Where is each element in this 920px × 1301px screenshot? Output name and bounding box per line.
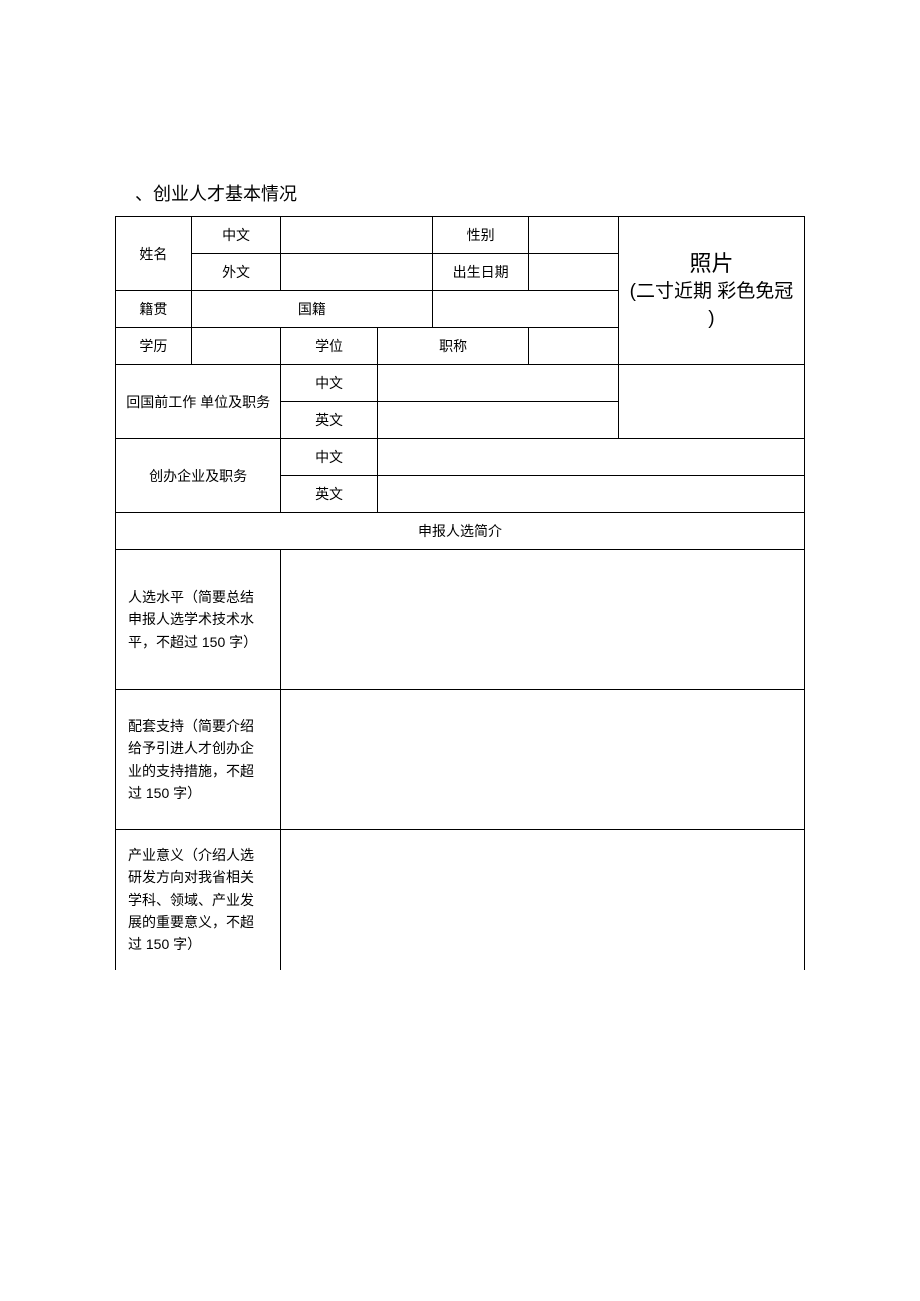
value-education <box>191 328 281 365</box>
value-company-cn <box>377 439 804 476</box>
label-company-en: 英文 <box>281 476 377 513</box>
photo-placeholder: 照片 (二寸近期 彩色免冠 ) <box>618 217 804 365</box>
label-prev-work: 回国前工作 单位及职务 <box>116 365 281 439</box>
value-name-cn <box>281 217 433 254</box>
label-support-text2: 过 150 字） <box>128 785 201 801</box>
label-company-cn: 中文 <box>281 439 377 476</box>
section-title: 、创业人才基本情况 <box>135 180 805 206</box>
label-support-text: 配套支持（简要介绍 给予引进人才创办企 业的支持措施，不超 <box>128 718 254 779</box>
label-prev-work-cn: 中文 <box>281 365 377 402</box>
label-gender: 性别 <box>432 217 528 254</box>
label-industry-text: 产业意义（介绍人选 研发方向对我省相关 学科、领域、产业发 展的重要意义，不超 <box>128 847 254 930</box>
value-prev-work-cn <box>377 365 618 402</box>
label-name: 姓名 <box>116 217 192 291</box>
label-foreign: 外文 <box>191 254 281 291</box>
photo-desc: (二寸近期 彩色免冠 ) <box>630 281 794 329</box>
value-birthdate <box>529 254 619 291</box>
label-prev-work-en: 英文 <box>281 402 377 439</box>
value-title-rank <box>529 328 619 365</box>
label-company: 创办企业及职务 <box>116 439 281 513</box>
label-candidate-level: 人选水平（简要总结 申报人选学术技术水 平，不超过 150 字） <box>116 550 281 690</box>
basic-info-table: 姓名 中文 性别 照片 (二寸近期 彩色免冠 ) 外文 出生日期 籍贯 国籍 学… <box>115 216 805 970</box>
value-gender <box>529 217 619 254</box>
label-origin: 籍贯 <box>116 291 192 328</box>
label-title-rank: 职称 <box>377 328 529 365</box>
label-applicant-intro: 申报人选简介 <box>116 513 805 550</box>
label-birthdate: 出生日期 <box>432 254 528 291</box>
value-company-en <box>377 476 804 513</box>
label-education: 学历 <box>116 328 192 365</box>
label-chinese: 中文 <box>191 217 281 254</box>
value-industry <box>281 830 805 970</box>
value-nationality <box>432 291 618 328</box>
value-support <box>281 690 805 830</box>
value-prev-work-en <box>377 402 804 439</box>
label-degree: 学位 <box>281 328 377 365</box>
value-name-foreign <box>281 254 433 291</box>
label-industry-text2: 过 150 字） <box>128 936 201 952</box>
value-candidate-level <box>281 550 805 690</box>
label-nationality: 国籍 <box>191 291 432 328</box>
label-industry: 产业意义（介绍人选 研发方向对我省相关 学科、领域、产业发 展的重要意义，不超 … <box>116 830 281 970</box>
photo-title: 照片 <box>625 249 798 280</box>
label-support: 配套支持（简要介绍 给予引进人才创办企 业的支持措施，不超 过 150 字） <box>116 690 281 830</box>
